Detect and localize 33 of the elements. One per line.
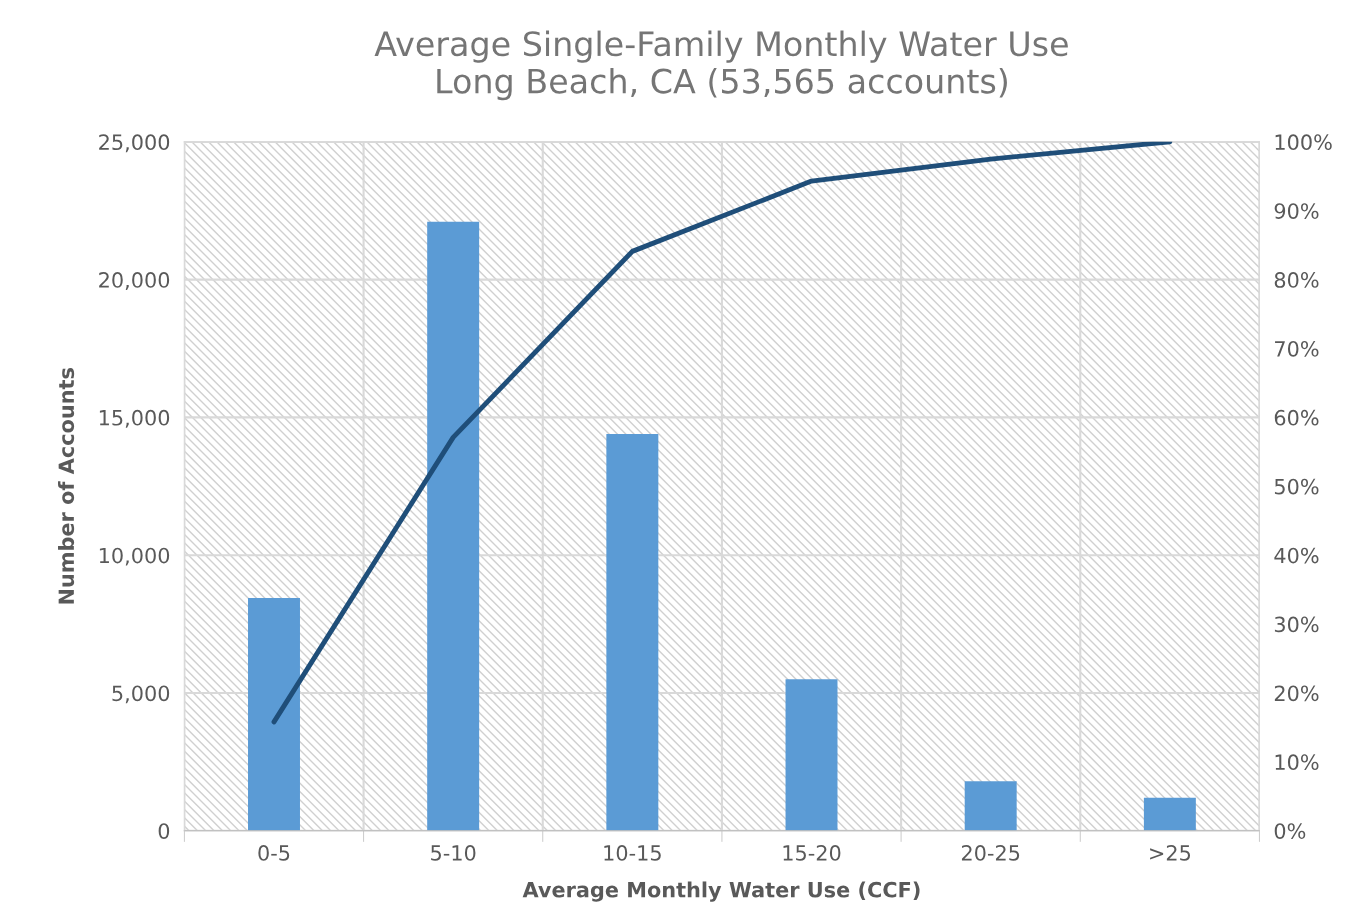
x-tick-label: 5-10 (431, 845, 476, 861)
x-tick-label: 0-5 (258, 845, 290, 861)
y2-tick-label: 60% (1274, 409, 1319, 426)
y2-tick-label: 10% (1275, 754, 1319, 771)
y2-tick-label: 0% (1274, 823, 1306, 839)
x-axis-title: Average Monthly Water Use (CCF) (522, 881, 920, 902)
y2-tick-label: 70% (1275, 340, 1319, 357)
chart-title: Average Single-Family Monthly Water Use Long Beach, CA (53,565 accounts) (374, 30, 1068, 101)
y-tick-label: 25,000 (99, 134, 170, 153)
y-tick-label: 15,000 (99, 409, 170, 428)
bar (1143, 797, 1196, 831)
y2-tick-label: 50% (1274, 478, 1319, 495)
bar (964, 781, 1017, 831)
y2-tick-label: 90% (1274, 203, 1319, 219)
x-tick-label: >25 (1150, 845, 1191, 861)
y2-tick-label: 80% (1274, 272, 1319, 288)
y-tick-label: 5,000 (112, 685, 170, 704)
y-axis-title: Number of Accounts (58, 368, 75, 604)
x-tick-label: 20-25 (961, 845, 1020, 861)
line-series (271, 141, 1173, 725)
bar (427, 221, 480, 831)
y2-tick-label: 100% (1275, 134, 1332, 151)
y2-tick-label: 40% (1274, 547, 1319, 564)
x-tick-label: 10-15 (604, 845, 661, 861)
y2-tick-label: 20% (1274, 685, 1319, 702)
y-tick-label: 20,000 (99, 272, 170, 290)
x-tick-label: 15-20 (783, 845, 841, 861)
bar (606, 433, 659, 831)
bar (248, 597, 300, 831)
bar (785, 679, 838, 831)
y2-tick-label: 30% (1274, 616, 1319, 633)
y-tick-label: 0 (158, 823, 170, 839)
y-tick-label: 10,000 (99, 547, 170, 566)
